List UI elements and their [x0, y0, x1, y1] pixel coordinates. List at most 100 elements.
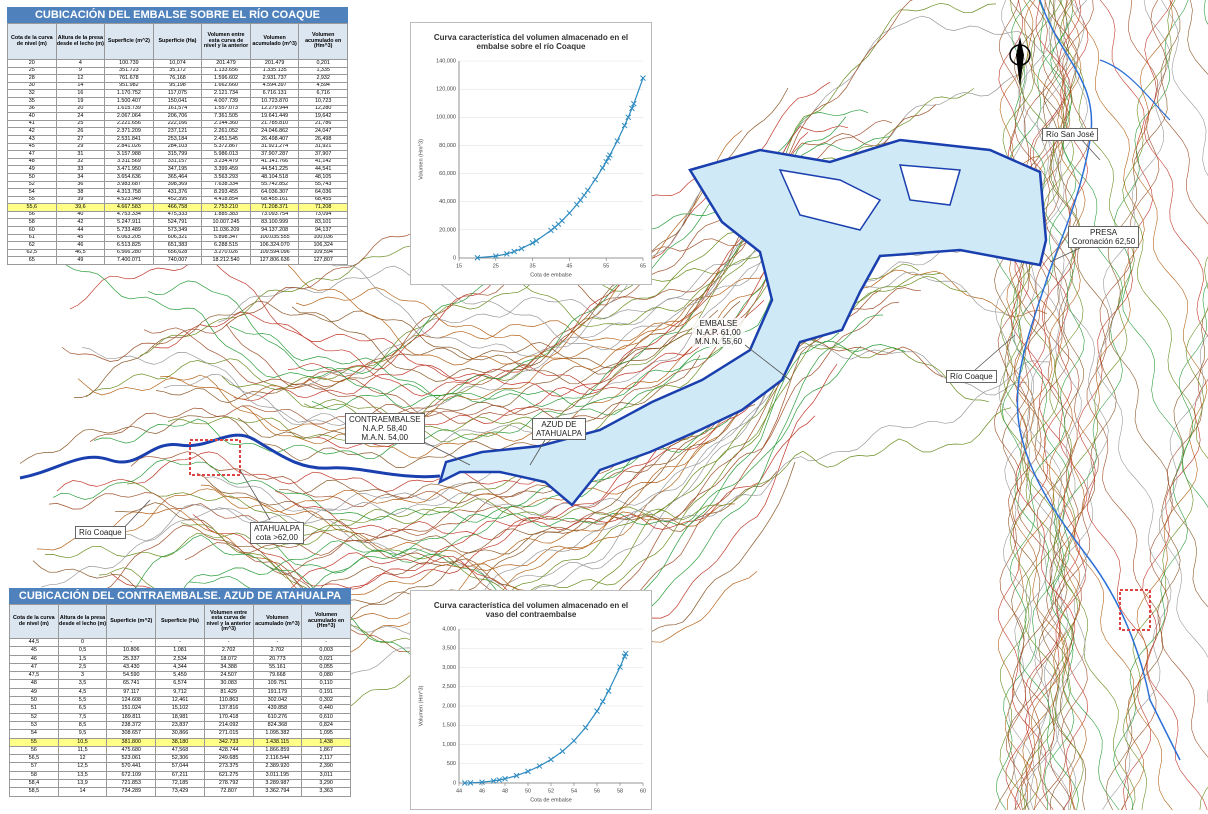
table-cell: 109.594.096: [249, 248, 300, 258]
table-cell: 2.067.064: [104, 112, 154, 121]
table-cell: 0,610: [301, 712, 351, 722]
table-row: 47 31 3.157.988 315,799 5.986.013 37.907.287 3…: [7, 150, 348, 159]
table-row: 58,4 13,9 721.853 72,185 278.792 3.289.987 3,2…: [9, 779, 351, 789]
map-label-line: ATAHUALPA: [536, 429, 582, 438]
table-cell: 73,094: [298, 210, 348, 220]
table-cell: 41: [7, 119, 57, 129]
x-tick-label: 50: [525, 788, 531, 794]
y-tick-label: 0: [453, 255, 456, 261]
table-cell: 761.678: [104, 74, 154, 83]
header-cell: Superficie (Ha): [152, 23, 203, 60]
table-cell: 18.212.540: [201, 256, 251, 266]
contour: [155, 300, 741, 404]
table-cell: 3: [57, 671, 108, 681]
north-arrow: [1009, 37, 1031, 87]
table-cell: 0,302: [301, 696, 351, 706]
table-cell: 25: [55, 119, 106, 129]
table-cell: 67,211: [155, 770, 205, 781]
table-cell: 2,932: [298, 74, 348, 83]
table-cell: 95,198: [152, 81, 203, 91]
table-cell: 117,075: [152, 89, 203, 98]
table-cell: 0,201: [298, 59, 348, 68]
table-cell: 45: [7, 142, 57, 152]
table-cell: 8.293.455: [201, 188, 251, 197]
marker: [490, 778, 497, 784]
table-cell: 45: [9, 646, 59, 656]
table-cell: 5.986.013: [201, 150, 251, 159]
table-row: 42 26 2.371.209 237,121 2.261.052 24.046.862 2…: [7, 127, 348, 136]
table-cell: 2,534: [155, 654, 205, 664]
contour: [213, 130, 743, 366]
table-cell: 5,459: [155, 671, 205, 681]
y-tick-label: 4,000: [442, 626, 456, 632]
table-cell: 65.741: [106, 679, 157, 689]
x-tick-label: 45: [566, 263, 572, 269]
map-label-line: Río Coaque: [950, 372, 993, 381]
table-cell: 42: [55, 218, 106, 228]
y-tick-label: 0: [453, 780, 456, 786]
table-cell: 30,866: [155, 729, 205, 739]
table-cell: 431,376: [152, 188, 203, 197]
table-cell: 5.247.911: [104, 218, 154, 228]
table-cell: 43.430: [106, 662, 157, 673]
table-cell: 4.523.949: [104, 195, 154, 205]
table-cell: 5.372.867: [201, 142, 251, 152]
table-cell: 365,464: [152, 172, 203, 182]
table-cell: 4,594: [298, 81, 348, 91]
table-cell: 48: [7, 157, 57, 167]
table-cell: 475,333: [152, 210, 203, 220]
table-cell: 46,5: [55, 248, 106, 258]
table-cell: 201.479: [249, 59, 300, 68]
table-cell: 57,044: [155, 762, 205, 772]
table-cell: 201.479: [201, 59, 251, 68]
table-row: 54 9,5 308.657 30,866 271.015 1.095.382 1,095: [9, 729, 351, 739]
table-cell: 61: [7, 233, 57, 243]
contour: [1178, 0, 1208, 508]
table-row: 41 25 2.221.656 222,166 2.144.360 21.785.810 2…: [7, 119, 348, 129]
table-row: 44,5 0- - - - -: [9, 637, 351, 648]
contour: [1007, 0, 1082, 811]
y-tick-label: 3,500: [442, 646, 456, 652]
contour: [295, 270, 721, 370]
table-cell: 72,185: [155, 779, 205, 789]
table-cell: 721.853: [106, 779, 157, 789]
table-cell: 33: [55, 165, 106, 174]
table-cell: 2,5: [57, 662, 108, 673]
header-row: Cota de la curva de nivel (m) Altura de l…: [9, 604, 351, 639]
table-cell: 36: [7, 104, 57, 114]
table-cell: 2,390: [301, 762, 351, 772]
table-cell: 2.753.210: [201, 203, 251, 212]
contour: [994, 0, 1070, 811]
map-label-line: Río Coaque: [79, 528, 122, 537]
marker: [502, 775, 508, 782]
table-row: 50 5,5 124.608 12,461 110.863 302.042 0,302: [9, 696, 351, 706]
table-cell: 3.983.687: [104, 180, 154, 190]
table-row: 55 10,5 381.800 38,180 342.733 1.438.115 1,438: [9, 737, 351, 747]
table-cell: 29: [55, 142, 106, 152]
table-cell: -: [106, 637, 157, 648]
table-cell: 3,011: [301, 770, 351, 781]
map-label: Río San José: [1042, 128, 1099, 141]
table-cell: 46: [9, 654, 59, 664]
table-cell: 3.270.026: [201, 248, 251, 258]
table-cell: 9: [55, 66, 106, 76]
y-tick-label: 2,500: [442, 684, 456, 690]
table-row: 49 33 3.471.950 347,195 3.399.459 44.541.225 4…: [7, 165, 348, 174]
table-cell: 734.289: [106, 787, 157, 797]
x-tick-label: 44: [456, 788, 462, 794]
table: Cota de la curva de nivel (m) Altura de l…: [9, 604, 351, 797]
table-cell: 7,5: [57, 712, 108, 722]
table-cell: 57: [9, 762, 59, 772]
map-label: EMBALSE N.A.P. 61,00 M.N.N. 55,60: [692, 318, 746, 347]
contour: [1070, 0, 1145, 811]
chart-panel: Curva característica del volumen almacen…: [410, 22, 652, 285]
table-cell: 0,5: [57, 646, 108, 656]
table-cell: 8,5: [57, 720, 108, 731]
table-cell: 79.668: [252, 671, 303, 681]
marker: [518, 245, 525, 252]
table-cell: 0,191: [301, 687, 351, 698]
marker: [607, 152, 613, 158]
x-tick-label: 15: [456, 263, 462, 269]
contour: [196, 400, 734, 555]
